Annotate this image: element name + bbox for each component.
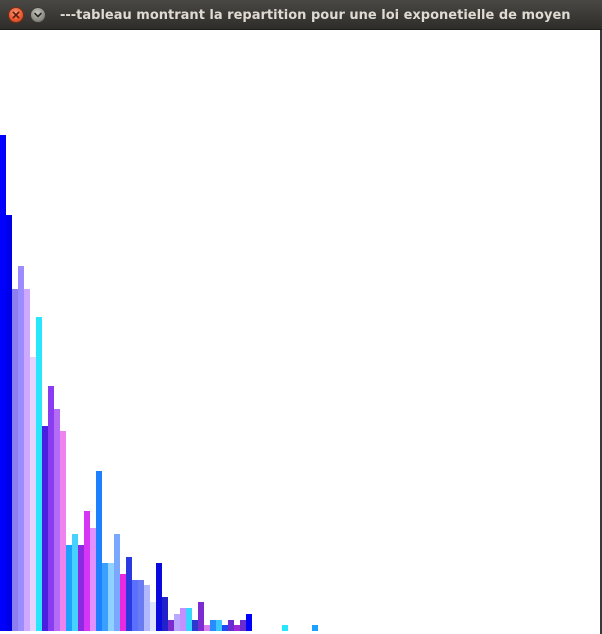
bar-1 [0,135,6,631]
bar-13 [72,534,78,631]
bar-15 [84,511,90,631]
bar-33 [192,620,198,631]
bar-2 [6,215,12,631]
bar-11 [60,431,66,631]
bar-4 [18,266,24,631]
bar-39 [228,620,234,631]
bar-38 [222,625,228,631]
bar-35 [204,625,210,631]
bar-32 [186,608,192,631]
bar-22 [126,557,132,631]
window-titlebar[interactable]: ---tableau montrant la repartition pour … [0,0,602,30]
bars-group [0,135,318,631]
bar-14 [78,545,84,631]
bar-27 [156,563,162,631]
bar-20 [114,534,120,631]
bar-37 [216,620,222,631]
window-controls [8,6,46,24]
bar-29 [168,620,174,631]
chevron-down-icon[interactable] [30,7,46,23]
bar-10 [54,409,60,631]
bar-3 [12,289,18,631]
close-icon[interactable] [8,7,24,23]
window-title: ---tableau montrant la repartition pour … [60,8,571,23]
bar-48 [282,625,288,631]
bar-18 [102,563,108,631]
bar-12 [66,545,72,631]
bar-41 [240,620,246,631]
bar-17 [96,471,102,631]
bar-6 [30,357,36,631]
bar-28 [162,597,168,631]
chart-canvas [0,30,602,634]
bar-23 [132,580,138,631]
bar-31 [180,608,186,631]
bar-53 [312,625,318,631]
histogram-chart [0,135,318,631]
bar-19 [108,563,114,631]
bar-16 [90,528,96,631]
bar-9 [48,386,54,631]
bar-7 [36,317,42,631]
bar-24 [138,580,144,631]
bar-36 [210,620,216,631]
bar-26 [150,602,156,631]
bar-25 [144,585,150,631]
window-border-right [600,30,602,634]
bar-21 [120,574,126,631]
bar-40 [234,625,240,631]
bar-34 [198,602,204,631]
bar-30 [174,614,180,631]
bar-5 [24,289,30,631]
bar-8 [42,426,48,631]
bar-42 [246,614,252,631]
